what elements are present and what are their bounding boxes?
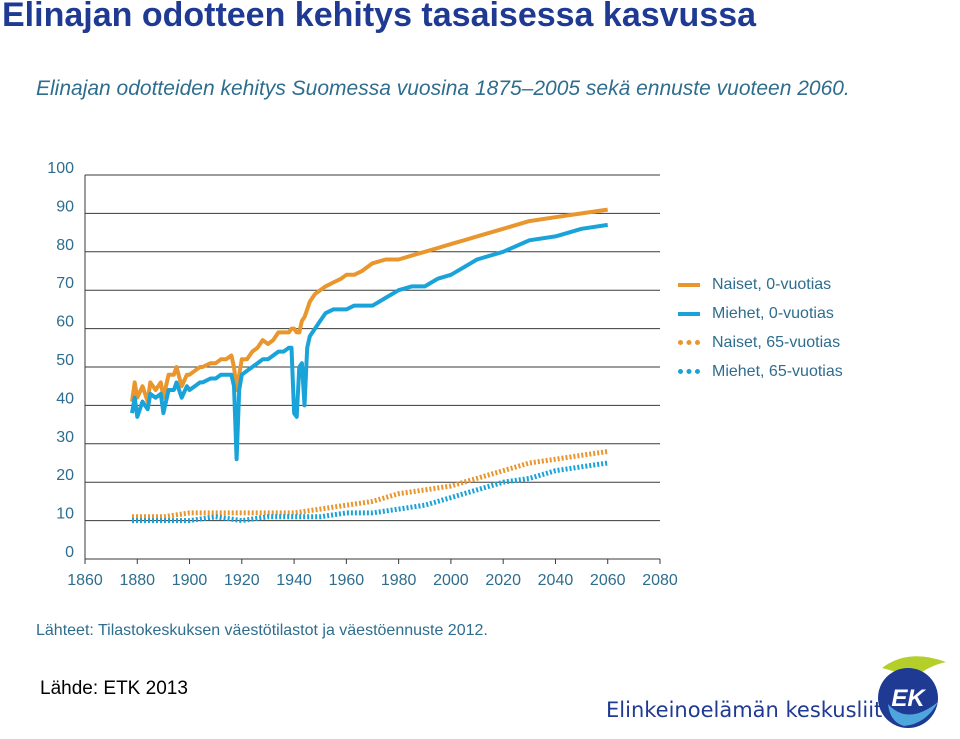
chart-grid [84,174,660,560]
legend-label: Miehet, 65-vuotias [712,362,843,380]
y-tick-label: 10 [56,506,74,523]
slide-source: Lähde: ETK 2013 [40,678,188,699]
y-tick-label: 0 [65,544,74,561]
y-tick-label: 30 [56,429,74,446]
y-tick-label: 100 [47,160,74,177]
x-axis: 1860 1880 1900 1920 1940 1960 1980 2000 2020 2040… [67,559,678,589]
legend-item: Miehet, 0-vuotias [678,299,843,328]
chart-legend: Naiset, 0-vuotias Miehet, 0-vuotias Naiset… [678,270,843,386]
organization-name: Elinkeinoelämän keskusliitto [606,698,904,722]
ek-logo: EK [878,656,946,728]
chart-source: Lähteet: Tilastokeskuksen väestötilastot… [36,622,488,639]
legend-swatch [678,311,700,316]
x-tick-label: 2040 [538,572,574,589]
chart-series [130,207,609,524]
legend-swatch [678,369,700,374]
y-tick-label: 80 [56,237,74,254]
series-line-2 [130,222,608,462]
x-tick-label: 1980 [381,572,417,589]
legend-label: Miehet, 0-vuotias [712,304,834,322]
x-tick-label: 1960 [329,572,365,589]
x-tick-label: 1900 [172,572,208,589]
y-tick-label: 60 [56,314,74,331]
x-tick-label: 2000 [433,572,469,589]
legend-swatch [678,340,700,345]
legend-item: Naiset, 65-vuotias [678,328,843,357]
series-line-3 [132,449,609,520]
x-tick-label: 1920 [224,572,260,589]
y-tick-label: 70 [56,275,74,292]
x-tick-label: 1880 [119,572,155,589]
legend-label: Naiset, 0-vuotias [712,275,832,293]
chart-title: Elinajan odotteiden kehitys Suomessa vuo… [36,77,850,100]
y-tick-label: 20 [56,467,74,484]
x-tick-label: 2020 [485,572,521,589]
x-tick-label: 1940 [276,572,312,589]
legend-item: Naiset, 0-vuotias [678,270,843,299]
y-axis: 0 10 20 30 40 50 60 70 80 90 100 [47,160,74,561]
x-tick-label: 2080 [642,572,678,589]
y-tick-label: 50 [56,352,74,369]
slide-title: Elinajan odotteen kehitys tasaisessa kas… [2,0,757,34]
series-line-4 [132,460,609,524]
logo-text: EK [891,685,926,712]
legend-item: Miehet, 65-vuotias [678,357,843,386]
x-tick-label: 1860 [67,572,103,589]
x-tick-label: 2060 [590,572,626,589]
y-tick-label: 40 [56,390,74,407]
series-line-1 [130,207,608,404]
legend-swatch [678,282,700,287]
legend-label: Naiset, 65-vuotias [712,333,841,351]
y-tick-label: 90 [56,198,74,215]
